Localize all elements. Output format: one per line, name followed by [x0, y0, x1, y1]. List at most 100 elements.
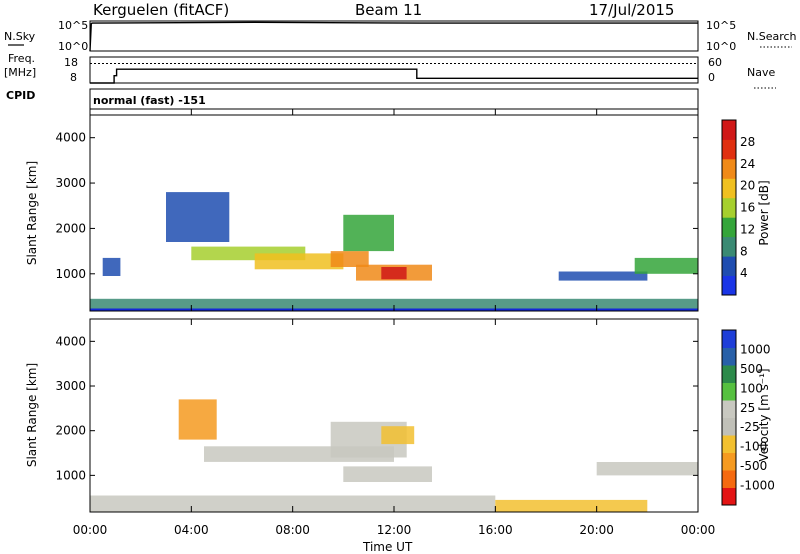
velocity-colorbar-segment	[722, 330, 736, 348]
power-colorbar-segment	[722, 256, 736, 276]
range-tick-label: 1000	[55, 468, 86, 482]
range-tick-label: 2000	[55, 424, 86, 438]
velocity-colorbar-label: Velocity [m s⁻¹]	[757, 368, 771, 461]
power-region-2	[166, 192, 230, 242]
velocity-data	[90, 399, 698, 512]
velocity-colorbar-tick-label: 25	[740, 401, 755, 415]
range-tick-label: 4000	[55, 334, 86, 348]
freq-tick-top: 18	[64, 56, 78, 69]
power-region-5	[330, 251, 369, 267]
noise-sky-line	[89, 21, 698, 52]
nave-tick-bottom: 0	[708, 71, 715, 84]
power-ylabel: Slant Range [km]	[25, 161, 39, 265]
range-tick-label: 3000	[55, 379, 86, 393]
power-data	[90, 192, 698, 312]
velocity-region-6	[343, 466, 432, 482]
cpid-text: normal (fast) -151	[93, 94, 206, 107]
freq-label: Freq.	[8, 52, 35, 65]
cpid-label: CPID	[6, 89, 35, 102]
power-colorbar-tick-label: 28	[740, 135, 755, 149]
velocity-colorbar-tick-label: -500	[740, 459, 767, 473]
power-region-0	[90, 298, 698, 312]
freq-unit-label: [MHz]	[4, 66, 36, 79]
power-panel: 1000 2000 3000 4000 Slant Range [km] 4 8 12 16…	[25, 114, 771, 312]
power-region-10	[634, 257, 698, 274]
power-colorbar-segment	[722, 120, 736, 140]
velocity-region-5	[381, 426, 415, 445]
power-region-4	[254, 253, 344, 270]
velocity-colorbar-segment	[722, 382, 736, 401]
power-colorbar-segment	[722, 178, 736, 199]
power-colorbar-segment	[722, 158, 736, 179]
x-axis-label: Time UT	[362, 540, 413, 554]
range-tick-label: 4000	[55, 131, 86, 145]
time-tick-label: 16:00	[478, 523, 513, 537]
time-tick-label: 00:00	[73, 523, 108, 537]
velocity-ticks: 1000 2000 3000 4000	[55, 334, 698, 482]
x-axis: 00:00 04:00 08:00 12:00 16:00 20:00 00:00	[73, 109, 716, 537]
freq-tick-bottom: 8	[70, 71, 77, 84]
power-colorbar-label: Power [dB]	[757, 180, 771, 245]
frequency-panel: Freq. [MHz] CPID 18 8 60 0 Nave	[4, 52, 776, 102]
velocity-region-2	[178, 399, 217, 440]
velocity-colorbar-tick-label: -25	[740, 420, 760, 434]
freq-panel-frame	[89, 56, 699, 84]
station-title: Kerguelen (fitACF)	[93, 1, 229, 19]
velocity-colorbar: -1000 -500 -100 -25 25 100 500 1000	[721, 329, 775, 506]
cpid-panel: normal (fast) -151	[89, 88, 699, 110]
time-tick-label: 04:00	[174, 523, 209, 537]
velocity-colorbar-segment	[722, 435, 736, 453]
range-tick-label: 2000	[55, 221, 86, 235]
nave-tick-top: 60	[708, 56, 722, 69]
power-colorbar-tick-label: 8	[740, 244, 748, 258]
velocity-colorbar-segment	[722, 347, 736, 366]
noise-left-tick-bottom: 10^0	[58, 40, 88, 53]
velocity-colorbar-segment	[722, 417, 736, 436]
noise-left-tick-top: 10^5	[58, 19, 88, 32]
nave-label: Nave	[747, 66, 775, 79]
velocity-colorbar-segment	[722, 365, 736, 383]
noise-panel: N.Sky 10^5 10^0 10^5 10^0 N.Search	[4, 19, 797, 53]
time-tick-label: 08:00	[275, 523, 310, 537]
beam-title: Beam 11	[355, 1, 422, 19]
noise-right-tick-bottom: 10^0	[706, 40, 736, 53]
velocity-colorbar-tick-label: -1000	[740, 479, 775, 493]
velocity-region-1	[495, 499, 648, 512]
power-colorbar-frame	[721, 119, 737, 296]
power-region-9	[558, 271, 648, 281]
noise-left-label: N.Sky	[4, 30, 36, 43]
time-tick-label: 00:00	[681, 523, 716, 537]
date-title: 17/Jul/2015	[589, 1, 674, 19]
velocity-region-7	[596, 462, 698, 476]
noise-right-label: N.Search	[747, 30, 797, 43]
power-colorbar-segment	[722, 139, 736, 160]
power-ticks: 1000 2000 3000 4000	[55, 131, 698, 281]
velocity-colorbar-segment	[722, 470, 736, 488]
power-region-7	[381, 267, 407, 280]
range-tick-label: 1000	[55, 267, 86, 281]
power-colorbar-segment	[722, 197, 736, 218]
noise-panel-frame	[89, 20, 699, 52]
power-region-8	[343, 214, 394, 252]
velocity-ylabel: Slant Range [km]	[25, 363, 39, 467]
power-colorbar-tick-label: 20	[740, 179, 755, 193]
freq-line	[90, 68, 698, 84]
power-colorbar-tick-label: 4	[740, 266, 748, 280]
velocity-colorbar-segment	[722, 452, 736, 471]
power-colorbar-segment	[722, 217, 736, 238]
noise-right-tick-top: 10^5	[706, 19, 736, 32]
power-colorbar-tick-label: 24	[740, 157, 755, 171]
velocity-colorbar-tick-label: 100	[740, 381, 763, 395]
power-colorbar-tick-label: 16	[740, 201, 755, 215]
power-colorbar: 4 8 12 16 20 24 28	[721, 119, 755, 296]
velocity-colorbar-segment	[722, 400, 736, 418]
velocity-colorbar-frame	[721, 329, 737, 506]
power-colorbar-segment	[722, 275, 736, 296]
time-tick-label: 20:00	[579, 523, 614, 537]
velocity-colorbar-segment	[722, 487, 736, 506]
velocity-panel: 1000 2000 3000 4000 Slant Range [km] -1000 -…	[25, 318, 775, 513]
velocity-colorbar-tick-label: 500	[740, 362, 763, 376]
range-tick-label: 3000	[55, 176, 86, 190]
